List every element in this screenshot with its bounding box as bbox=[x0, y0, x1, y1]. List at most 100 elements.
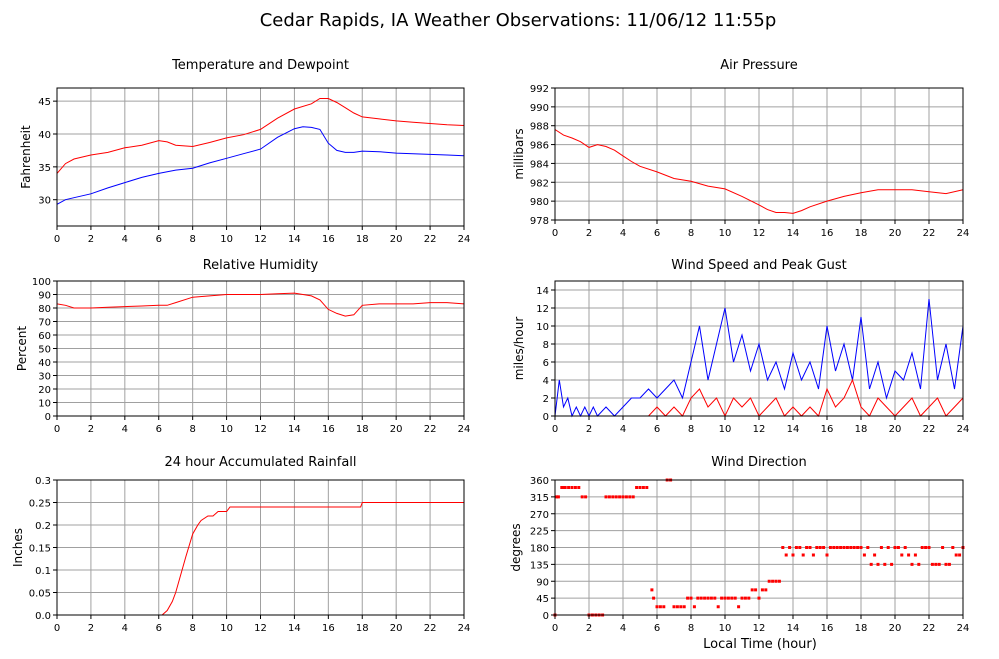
data-point bbox=[788, 546, 792, 549]
data-point bbox=[555, 495, 559, 499]
x-tick-label: 18 bbox=[356, 424, 369, 435]
data-point bbox=[638, 486, 642, 489]
data-point bbox=[886, 546, 890, 549]
data-point bbox=[924, 546, 928, 549]
x-tick-label: 18 bbox=[356, 234, 369, 245]
data-point bbox=[842, 546, 846, 549]
data-point bbox=[852, 546, 856, 549]
panel-title-pressure: Air Pressure bbox=[720, 58, 798, 73]
x-tick-label: 10 bbox=[719, 228, 732, 239]
y-axis-label-wind: miles/hour bbox=[512, 317, 526, 381]
data-point bbox=[811, 553, 815, 557]
figure-title: Cedar Rapids, IA Weather Observations: 1… bbox=[260, 10, 777, 31]
data-point bbox=[832, 546, 836, 549]
data-point bbox=[662, 605, 666, 609]
data-point bbox=[794, 546, 798, 549]
x-tick-label: 2 bbox=[586, 623, 592, 634]
data-point bbox=[869, 562, 873, 566]
data-point bbox=[828, 546, 832, 549]
y-tick-label: 315 bbox=[530, 493, 549, 504]
y-tick-label: 992 bbox=[530, 84, 549, 95]
data-point bbox=[944, 562, 948, 566]
data-point bbox=[713, 596, 717, 600]
data-point bbox=[635, 486, 639, 489]
x-tick-label: 18 bbox=[855, 424, 868, 435]
y-tick-label: 225 bbox=[530, 527, 549, 538]
x-tick-label: 12 bbox=[753, 424, 766, 435]
x-tick-label: 2 bbox=[88, 234, 94, 245]
y-tick-label: 40 bbox=[38, 130, 51, 141]
panel-title-temp: Temperature and Dewpoint bbox=[171, 58, 349, 73]
data-point bbox=[784, 553, 788, 557]
y-tick-label: 990 bbox=[530, 103, 549, 114]
data-point bbox=[941, 546, 945, 549]
data-point bbox=[584, 495, 588, 499]
x-tick-label: 4 bbox=[620, 228, 626, 239]
x-tick-label: 14 bbox=[288, 234, 301, 245]
y-tick-label: 988 bbox=[530, 122, 549, 133]
x-tick-label: 14 bbox=[787, 623, 800, 634]
y-tick-label: 980 bbox=[530, 197, 549, 208]
x-tick-label: 16 bbox=[322, 424, 335, 435]
x-tick-label: 16 bbox=[821, 623, 834, 634]
data-point bbox=[624, 495, 628, 499]
data-point bbox=[570, 486, 574, 489]
x-tick-label: 20 bbox=[390, 424, 403, 435]
x-tick-label: 6 bbox=[654, 424, 660, 435]
data-point bbox=[650, 588, 654, 592]
y-tick-label: 30 bbox=[38, 372, 51, 383]
x-tick-label: 4 bbox=[620, 424, 626, 435]
y-tick-label: 10 bbox=[38, 399, 51, 410]
y-axis-label-pressure: millibars bbox=[512, 128, 526, 179]
data-point bbox=[641, 486, 645, 489]
y-tick-label: 60 bbox=[38, 331, 51, 342]
data-point bbox=[628, 495, 632, 499]
data-point bbox=[573, 486, 577, 489]
x-tick-label: 0 bbox=[552, 424, 558, 435]
data-point bbox=[672, 605, 676, 609]
data-point bbox=[689, 596, 693, 600]
y-tick-label: 40 bbox=[38, 358, 51, 369]
x-tick-label: 24 bbox=[458, 234, 471, 245]
data-point bbox=[805, 546, 809, 549]
y-tick-label: 0 bbox=[543, 412, 549, 423]
x-tick-label: 14 bbox=[787, 424, 800, 435]
x-tick-label: 14 bbox=[288, 424, 301, 435]
data-point bbox=[682, 605, 686, 609]
data-point bbox=[556, 495, 560, 499]
x-tick-label: 2 bbox=[586, 424, 592, 435]
data-point bbox=[577, 486, 581, 489]
data-point bbox=[696, 596, 700, 600]
x-tick-label: 2 bbox=[88, 623, 94, 634]
x-tick-label: 24 bbox=[957, 623, 970, 634]
data-point bbox=[896, 546, 900, 549]
x-tick-label: 20 bbox=[390, 623, 403, 634]
data-point bbox=[692, 605, 696, 609]
x-tick-label: 12 bbox=[254, 623, 267, 634]
panel-title-wind: Wind Speed and Peak Gust bbox=[671, 258, 846, 273]
y-axis-label-direction: degrees bbox=[509, 523, 523, 571]
x-tick-label: 12 bbox=[753, 228, 766, 239]
y-tick-label: 0.05 bbox=[29, 589, 51, 600]
y-tick-label: 0.3 bbox=[35, 476, 51, 487]
x-tick-label: 14 bbox=[288, 623, 301, 634]
data-point bbox=[733, 596, 737, 600]
y-tick-label: 80 bbox=[38, 304, 51, 315]
data-point bbox=[607, 495, 611, 499]
data-point bbox=[652, 596, 656, 600]
x-tick-label: 14 bbox=[787, 228, 800, 239]
x-tick-label: 8 bbox=[189, 623, 195, 634]
y-tick-label: 14 bbox=[536, 286, 549, 297]
x-tick-label: 22 bbox=[424, 424, 437, 435]
data-point bbox=[563, 486, 567, 489]
data-point bbox=[903, 546, 907, 549]
data-point bbox=[675, 605, 679, 609]
x-tick-label: 4 bbox=[122, 234, 128, 245]
data-point bbox=[743, 596, 747, 600]
data-point bbox=[900, 553, 904, 557]
data-point bbox=[658, 605, 662, 609]
